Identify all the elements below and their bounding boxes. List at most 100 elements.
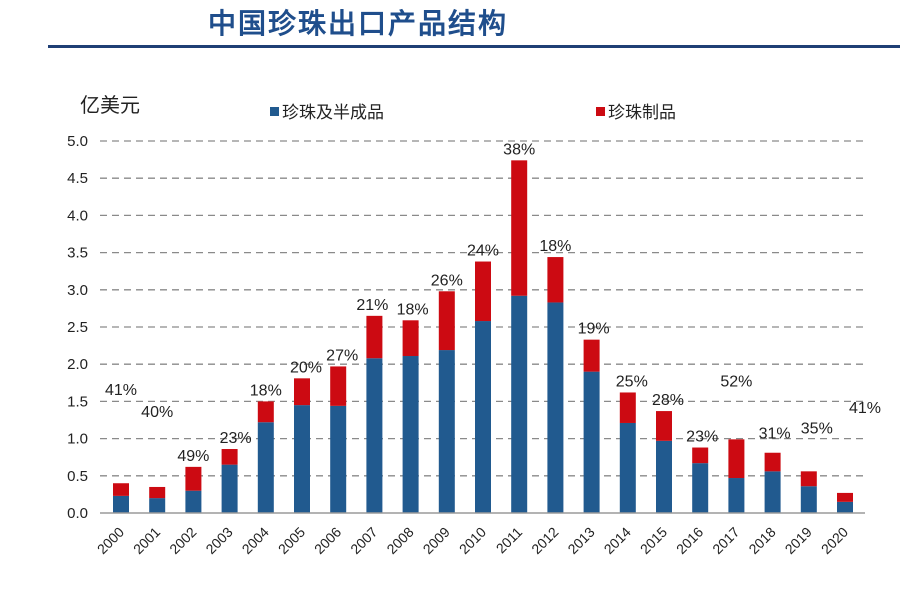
legend-swatch-semi-finished [270, 107, 279, 116]
x-axis-ticks: 2000 2001 2002 2003 2004 2005 2006 2007 2008 2009… [94, 524, 851, 557]
bar-semi-finished-2019 [800, 486, 817, 513]
percent-label: 24% [467, 243, 499, 260]
bar-products-2005 [294, 378, 310, 406]
x-tick-label: 2000 [94, 524, 127, 557]
legend-label-products: 珍珠制品 [608, 103, 676, 122]
x-tick-label: 2007 [347, 524, 380, 557]
bar-semi-finished-2001 [149, 498, 166, 513]
bar-products-2019 [800, 471, 817, 487]
bar-semi-finished-2015 [656, 440, 672, 513]
bar-semi-finished-2003 [221, 464, 238, 513]
percent-label: 19% [578, 321, 610, 338]
percent-label: 31% [759, 426, 791, 443]
chart-title: 中国珍珠出口产品结构 [208, 7, 509, 40]
x-tick-label: 2013 [564, 524, 597, 557]
bar-semi-finished-2002 [185, 490, 202, 513]
y-tick-label: 4.5 [67, 170, 88, 187]
bar-products-2004 [257, 401, 274, 423]
bar-semi-finished-2005 [294, 405, 310, 513]
bar-semi-finished-2014 [619, 422, 636, 513]
percent-label: 26% [431, 272, 463, 289]
bar-semi-finished-2011 [511, 295, 528, 513]
y-tick-label: 3.0 [67, 282, 88, 299]
percent-label: 18% [539, 238, 571, 255]
x-tick-label: 2001 [130, 524, 163, 557]
percent-label: 23% [220, 430, 252, 447]
bar-products-2002 [185, 466, 202, 491]
bar-products-2013 [583, 339, 600, 372]
percent-label: 25% [616, 373, 648, 390]
percent-label: 18% [397, 301, 429, 318]
bar-products-2006 [330, 366, 347, 406]
x-tick-label: 2012 [528, 524, 561, 557]
y-tick-label: 5.0 [67, 133, 88, 150]
bar-semi-finished-2008 [402, 356, 419, 513]
percent-label: 23% [686, 429, 718, 446]
percent-label: 49% [177, 448, 209, 465]
bar-products-2014 [619, 392, 636, 423]
x-tick-label: 2008 [383, 524, 416, 557]
bar-products-2012 [547, 257, 564, 303]
bar-products-2001 [149, 486, 166, 499]
percent-label: 52% [720, 373, 752, 390]
bar-semi-finished-2013 [583, 371, 600, 513]
percent-label: 38% [503, 141, 535, 158]
y-axis-unit-label: 亿美元 [80, 94, 140, 117]
x-tick-label: 2011 [493, 524, 526, 557]
x-tick-label: 2003 [202, 524, 235, 557]
percent-label: 41% [105, 382, 137, 399]
bar-products-2009 [438, 291, 455, 351]
y-tick-label: 4.0 [67, 207, 88, 224]
bar-semi-finished-2018 [764, 471, 781, 513]
percent-label: 41% [849, 400, 881, 417]
x-tick-label: 2017 [709, 524, 742, 557]
bar-semi-finished-2000 [113, 495, 129, 513]
bar-semi-finished-2006 [330, 405, 347, 513]
bar-semi-finished-2017 [728, 478, 745, 513]
y-tick-label: 3.5 [67, 245, 88, 262]
bar-semi-finished-2016 [692, 463, 709, 513]
bar-products-2003 [221, 449, 238, 465]
percent-label: 35% [801, 420, 833, 437]
bar-semi-finished-2012 [547, 302, 564, 513]
legend-label-semi-finished: 珍珠及半成品 [282, 103, 384, 122]
legend-swatch-products [596, 107, 605, 116]
bar-products-2015 [656, 411, 672, 441]
x-tick-label: 2015 [637, 524, 670, 557]
x-tick-label: 2016 [673, 524, 706, 557]
x-tick-label: 2005 [275, 524, 308, 557]
x-tick-label: 2009 [420, 524, 453, 557]
bar-products-2007 [366, 315, 383, 359]
y-tick-label: 0.5 [67, 468, 88, 485]
y-tick-label: 2.0 [67, 356, 88, 373]
bar-products-2018 [764, 452, 781, 472]
bar-products-2010 [475, 261, 491, 322]
bar-semi-finished-2020 [837, 501, 853, 513]
x-tick-label: 2020 [818, 524, 851, 557]
x-tick-label: 2006 [311, 524, 344, 557]
bar-semi-finished-2004 [257, 422, 274, 513]
y-tick-label: 2.5 [67, 319, 88, 336]
y-axis-ticks: 0.0 0.5 1.0 1.5 2.0 2.5 3.0 3.5 4.0 4.5 5.0 [67, 133, 88, 522]
percent-label: 27% [326, 347, 358, 364]
percent-label: 40% [141, 404, 173, 421]
percent-label: 20% [290, 359, 322, 376]
y-tick-label: 0.0 [67, 505, 88, 522]
legend: 珍珠及半成品 珍珠制品 [270, 103, 676, 122]
percent-label: 28% [652, 392, 684, 409]
x-tick-label: 2018 [745, 524, 778, 557]
bar-products-2011 [511, 160, 528, 296]
x-tick-label: 2010 [456, 524, 489, 557]
title-underline [48, 45, 900, 48]
x-tick-label: 2014 [601, 524, 634, 557]
bar-products-2016 [692, 447, 709, 464]
bar-semi-finished-2010 [475, 321, 491, 513]
bar-semi-finished-2009 [438, 350, 455, 513]
percent-label: 21% [356, 297, 388, 314]
y-tick-label: 1.5 [67, 393, 88, 410]
y-tick-label: 1.0 [67, 431, 88, 448]
percent-label: 18% [250, 382, 282, 399]
bar-products-2008 [402, 320, 419, 357]
bar-products-2000 [113, 483, 129, 496]
